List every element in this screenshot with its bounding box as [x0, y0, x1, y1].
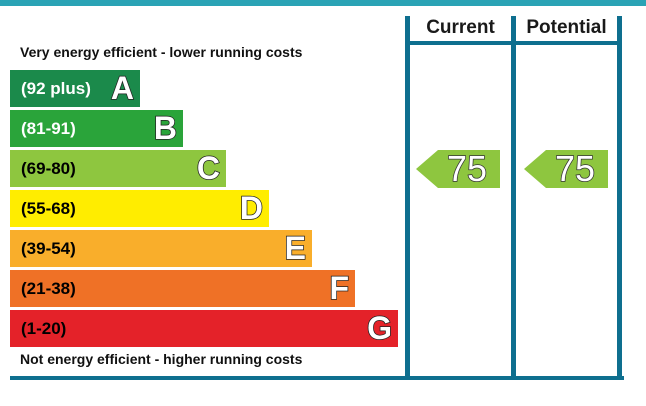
band-range-label: (21-38) — [21, 279, 76, 298]
band-letter: E — [284, 230, 307, 267]
band-letter: F — [329, 270, 350, 307]
band-letter: G — [366, 310, 392, 347]
band-d: (55-68) D — [10, 190, 269, 227]
band-letter: C — [196, 150, 221, 187]
caption-top: Very energy efficient - lower running co… — [20, 44, 303, 60]
column-divider-right — [617, 16, 622, 380]
band-letter: D — [239, 190, 264, 227]
band-e: (39-54) E — [10, 230, 312, 267]
current-arrow-shape — [416, 150, 500, 188]
band-b: (81-91) B — [10, 110, 183, 147]
band-c: (69-80) C — [10, 150, 226, 187]
column-divider-left — [405, 16, 410, 380]
band-g: (1-20) G — [10, 310, 398, 347]
band-a: (92 plus) A — [10, 70, 140, 107]
potential-column-header: Potential — [526, 16, 607, 38]
band-f: (21-38) F — [10, 270, 355, 307]
band-range-label: (69-80) — [21, 159, 76, 178]
band-range-label: (1-20) — [21, 319, 67, 338]
current-rating-value: 75 — [446, 148, 488, 189]
current-rating-arrow: 75 — [416, 148, 500, 189]
potential-arrow-shape — [524, 150, 608, 188]
band-range-label: (92 plus) — [21, 79, 91, 98]
band-range-label: (55-68) — [21, 199, 76, 218]
column-divider-middle — [511, 16, 516, 380]
band-letter: A — [110, 70, 135, 107]
band-range-label: (39-54) — [21, 239, 76, 258]
band-letter: B — [153, 110, 178, 147]
potential-rating-value: 75 — [554, 148, 596, 189]
potential-rating-arrow: 75 — [524, 148, 608, 189]
bottom-rule — [10, 376, 624, 380]
band-range-label: (81-91) — [21, 119, 76, 138]
top-accent-bar — [0, 0, 646, 6]
current-column-header: Current — [426, 16, 495, 38]
caption-bottom: Not energy efficient - higher running co… — [20, 351, 303, 367]
header-rule — [405, 41, 622, 45]
